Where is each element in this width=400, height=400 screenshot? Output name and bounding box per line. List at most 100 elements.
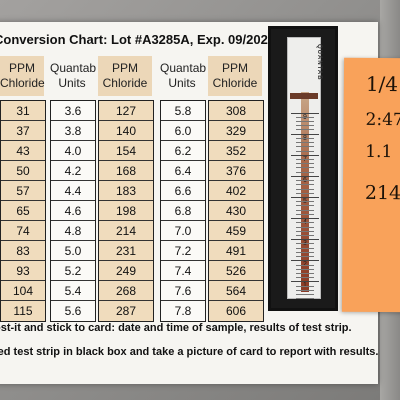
- scale-minor-tick: [296, 167, 314, 169]
- card-title: Conversion Chart: Lot #A3285A, Exp. 09/2…: [0, 32, 276, 47]
- scale-major-tick: [291, 197, 319, 198]
- scale-minor-tick: [296, 116, 314, 118]
- note-line-reading: 1.1: [365, 141, 393, 163]
- table-cell: 57: [1, 181, 45, 201]
- scale-minor-tick: [296, 205, 314, 207]
- table-cell: 74: [1, 221, 45, 241]
- sticky-note: 1/4 2:47 1.1 214: [341, 57, 400, 313]
- table-cell: 4.6: [51, 201, 95, 221]
- scale-major-tick: [291, 239, 319, 241]
- table-cell: 37: [1, 121, 45, 141]
- scale-minor-tick: [296, 146, 314, 148]
- scale-major-tick: [291, 154, 319, 156]
- table-cell: 214: [99, 221, 153, 241]
- scale-minor-tick: [296, 188, 314, 190]
- note-line-result: 214: [364, 181, 400, 205]
- table-cell: 7.6: [161, 281, 205, 301]
- note-line-time: 2:47: [365, 109, 400, 131]
- table-cell: 7.0: [161, 221, 205, 241]
- scale-minor-tick: [296, 171, 314, 173]
- scale-minor-tick: [296, 201, 314, 203]
- scale-minor-tick: [296, 247, 314, 249]
- scale-minor-tick: [296, 192, 314, 194]
- scale-minor-tick: [296, 268, 314, 270]
- scale-minor-tick: [296, 213, 314, 215]
- scale-minor-tick: [296, 226, 314, 228]
- table-cell: 6.8: [161, 201, 205, 221]
- scale-minor-tick: [296, 150, 314, 152]
- units-cells-3: 5.8 6.0 6.2 6.4 6.6 6.8 7.0 7.2 7.4 7.6 7.8: [160, 100, 206, 322]
- table-cell: 352: [209, 141, 263, 161]
- table-cell: 6.6: [161, 181, 205, 201]
- table-cell: 606: [225, 304, 247, 318]
- table-cell: 4.0: [51, 141, 95, 161]
- table-cell: 231: [99, 241, 153, 261]
- table-cell: 198: [99, 201, 153, 221]
- table-cell: 5.6: [64, 304, 82, 318]
- units-cells-2: 3.6 3.8 4.0 4.2 4.4 4.6 4.8 5.0 5.2 5.4 5.6: [50, 100, 96, 322]
- ppm-header-1: PPM Chloride: [0, 56, 45, 96]
- table-cell: 7.8: [174, 304, 192, 318]
- scale-major-tick: [291, 112, 319, 114]
- table-cell: 7.4: [161, 261, 205, 281]
- ppm-header-3: PPM Chloride: [208, 56, 262, 96]
- table-cell: 168: [99, 161, 153, 181]
- table-cell: 308: [209, 101, 263, 121]
- table-cell: 93: [1, 261, 45, 281]
- scale-minor-tick: [296, 222, 314, 224]
- strip-brand-label: QUANTAB: [316, 44, 322, 81]
- table-cell: 526: [209, 261, 263, 281]
- ppm-cells-2: 127 140 154 168 183 198 214 231 249 268 287: [98, 100, 154, 322]
- ppm-header-2: PPM Chloride: [98, 56, 152, 96]
- scale-minor-tick: [296, 256, 314, 258]
- table-cell: 5.4: [51, 281, 95, 301]
- scale-minor-tick: [296, 121, 314, 122]
- scale-minor-tick: [296, 264, 314, 266]
- table-cell: 4.4: [51, 181, 95, 201]
- instruction-line-2: ted test strip in black box and take a p…: [0, 346, 379, 358]
- table-cell: 5.8: [161, 101, 205, 121]
- table-cell: 430: [209, 201, 263, 221]
- table-cell: 6.2: [161, 141, 205, 161]
- table-cell: 249: [99, 261, 153, 281]
- scale-minor-tick: [296, 129, 314, 131]
- scale-minor-tick: [296, 137, 314, 139]
- note-line-date: 1/4: [365, 71, 399, 97]
- table-cell: 491: [209, 241, 263, 261]
- scale-minor-tick: [296, 209, 314, 211]
- table-cell: 3.6: [51, 101, 95, 121]
- conversion-card: Conversion Chart: Lot #A3285A, Exp. 09/2…: [0, 22, 378, 384]
- scale-major-tick: [291, 281, 319, 283]
- table-cell: 43: [1, 141, 45, 161]
- table-cell: 287: [115, 304, 137, 318]
- table-cell: 5.0: [51, 241, 95, 261]
- table-cell: 3.8: [51, 121, 95, 141]
- scale-minor-tick: [296, 230, 314, 232]
- scale-major-tick: [291, 175, 319, 177]
- table-cell: 127: [99, 101, 153, 121]
- table-cell: 564: [209, 281, 263, 301]
- scale-major-tick: [291, 218, 319, 220]
- table-cell: 31: [1, 101, 45, 121]
- table-cell: 5.2: [51, 261, 95, 281]
- table-cell: 140: [99, 121, 153, 141]
- scale-minor-tick: [296, 289, 314, 291]
- table-cell: 4.2: [51, 161, 95, 181]
- table-cell: 183: [99, 181, 153, 201]
- scale-minor-tick: [296, 298, 314, 300]
- table-cell: 376: [209, 161, 263, 181]
- table-cell: 50: [1, 161, 45, 181]
- strip-color-column: [301, 92, 309, 292]
- scale-minor-tick: [296, 243, 314, 245]
- table-cell: 154: [99, 141, 153, 161]
- instruction-line-1: ost-it and stick to card: date and time …: [0, 322, 352, 334]
- table-cell: 104: [1, 281, 45, 301]
- table-cell: 329: [209, 121, 263, 141]
- scale-minor-tick: [296, 235, 314, 236]
- table-cell: 65: [1, 201, 45, 221]
- scale-minor-tick: [296, 294, 314, 296]
- scale-minor-tick: [296, 251, 314, 253]
- ppm-cells-3: 308 329 352 376 402 430 459 491 526 564 606: [208, 100, 264, 322]
